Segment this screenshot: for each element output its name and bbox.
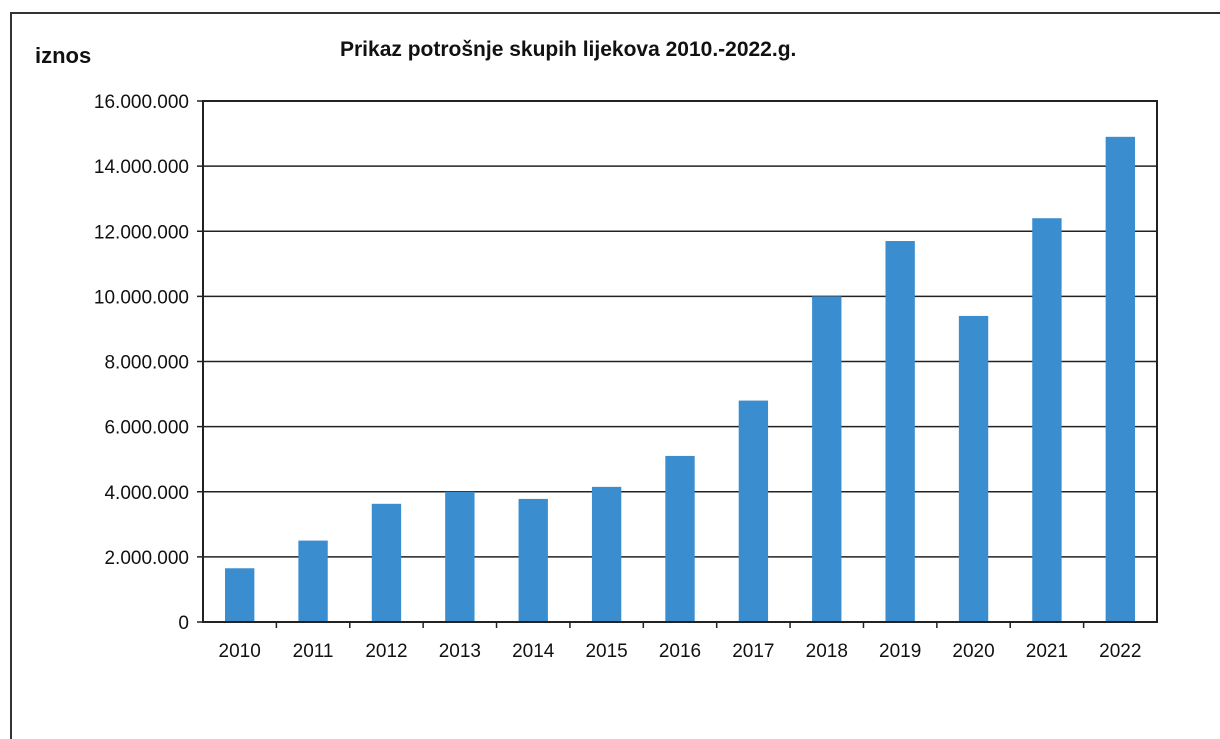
bar-2021: [1032, 218, 1062, 622]
bars: [225, 136, 1135, 623]
x-tick-label: 2016: [659, 641, 701, 662]
x-tick-label: 2019: [879, 641, 921, 662]
bar-2020: [958, 315, 989, 622]
x-tick-label: 2017: [732, 641, 774, 662]
chart-frame: [10, 12, 1220, 739]
x-tick-label: 2014: [512, 641, 555, 662]
y-tick-label: 4.000.000: [104, 483, 189, 504]
bar-2015: [591, 486, 622, 622]
y-axis-label: iznos: [35, 43, 92, 68]
y-tick-label: 6.000.000: [104, 418, 189, 439]
y-tick-label: 0: [178, 613, 189, 634]
y-tick-label: 16.000.000: [94, 92, 189, 113]
y-tick-label: 2.000.000: [104, 548, 189, 569]
bar-2013: [445, 491, 475, 622]
x-tick-label: 2020: [952, 641, 994, 662]
gridlines: [203, 165, 1157, 558]
x-tick-label: 2013: [439, 641, 481, 662]
bar-2019: [885, 241, 915, 623]
x-tick-label: 2022: [1099, 641, 1141, 662]
x-tick-label: 2015: [585, 641, 627, 662]
y-tick-label: 14.000.000: [94, 157, 189, 178]
bar-2012: [371, 503, 402, 622]
bar-2017: [738, 400, 769, 622]
x-tick-label: 2011: [293, 641, 334, 662]
y-tick-labels: 0 2.000.000 4.000.000 6.000.000 8.000.000 10.…: [94, 92, 203, 634]
y-tick-label: 10.000.000: [94, 287, 189, 308]
bar-2011: [298, 540, 328, 622]
bar-2014: [518, 498, 548, 622]
x-tick-label: 2018: [806, 641, 848, 662]
bar-2018: [812, 296, 842, 622]
x-tick-labels: 2010 2011 2012 2013 2014 2015 2016 2017 2018 2019…: [219, 622, 1141, 662]
chart-title: Prikaz potrošnje skupih lijekova 2010.-2…: [340, 38, 797, 61]
y-tick-label: 8.000.000: [104, 353, 189, 374]
x-tick-label: 2010: [219, 641, 261, 662]
x-tick-label: 2012: [365, 641, 407, 662]
y-tick-label: 12.000.000: [94, 222, 189, 243]
x-tick-label: 2021: [1026, 641, 1068, 662]
bar-2016: [665, 455, 695, 622]
bar-2010: [225, 568, 255, 622]
bar-2022: [1105, 136, 1135, 622]
